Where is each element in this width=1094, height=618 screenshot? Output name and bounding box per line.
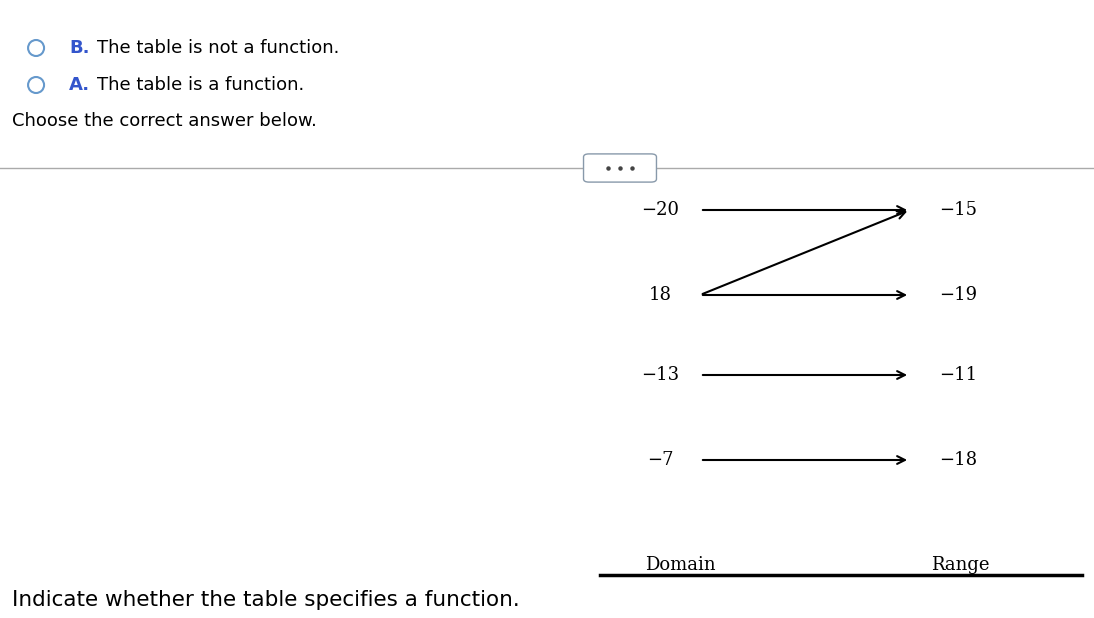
Text: Choose the correct answer below.: Choose the correct answer below.	[12, 112, 317, 130]
Text: −20: −20	[641, 201, 679, 219]
Text: 18: 18	[649, 286, 672, 304]
Text: −13: −13	[641, 366, 679, 384]
Text: −19: −19	[939, 286, 977, 304]
FancyBboxPatch shape	[583, 154, 656, 182]
Text: B.: B.	[69, 39, 90, 57]
Text: The table is a function.: The table is a function.	[97, 76, 304, 94]
Text: The table is not a function.: The table is not a function.	[97, 39, 340, 57]
Text: −15: −15	[939, 201, 977, 219]
Text: Domain: Domain	[644, 556, 715, 574]
Text: Indicate whether the table specifies a function.: Indicate whether the table specifies a f…	[12, 590, 520, 610]
Text: −11: −11	[939, 366, 977, 384]
Text: Range: Range	[931, 556, 989, 574]
Text: −18: −18	[939, 451, 977, 469]
Text: A.: A.	[69, 76, 90, 94]
Text: −7: −7	[647, 451, 673, 469]
